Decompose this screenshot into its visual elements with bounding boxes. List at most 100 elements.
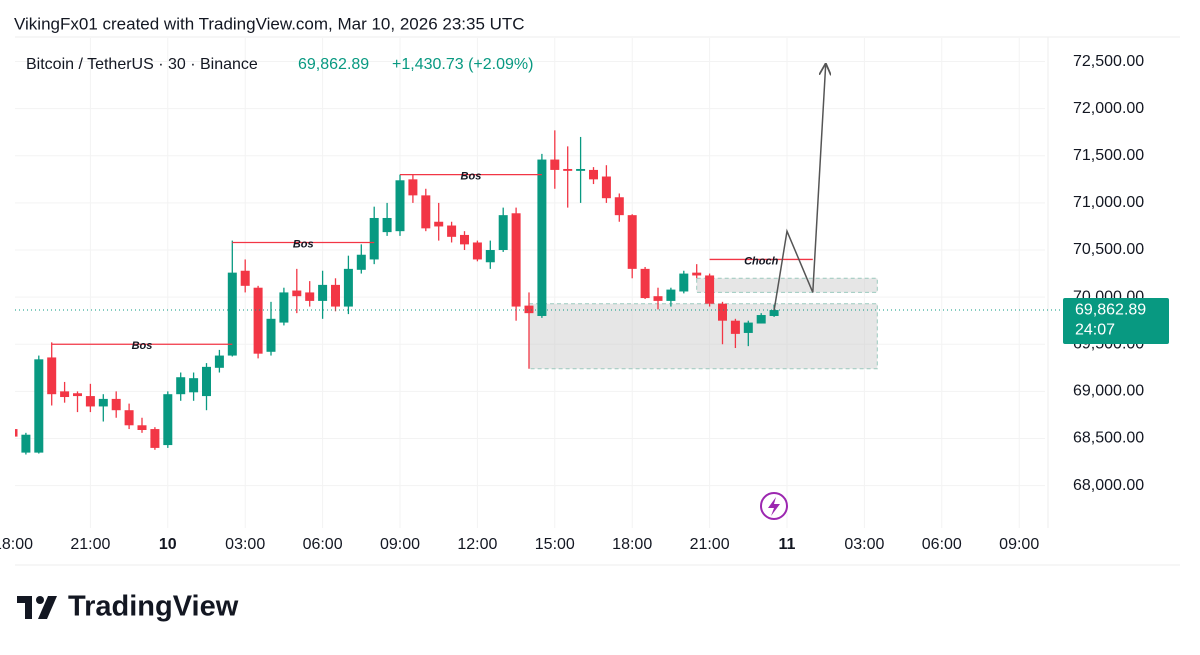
candle-body	[15, 429, 18, 437]
candle-body	[163, 394, 173, 446]
change: +1,430.73 (+2.09%)	[392, 56, 533, 73]
price: 69,862.89	[298, 56, 369, 73]
candle-body	[124, 410, 134, 426]
zone	[696, 277, 878, 293]
candle-body	[137, 425, 147, 430]
candle-body	[356, 254, 366, 270]
x-tick-label: 21:00	[690, 536, 730, 553]
candle-body	[653, 296, 663, 301]
candle-body	[718, 303, 727, 321]
candle-body	[756, 315, 766, 324]
y-tick-label: 71,000.00	[1073, 194, 1144, 211]
candle-body	[679, 273, 689, 292]
candle-body	[614, 197, 624, 216]
alert-icon[interactable]	[760, 492, 788, 520]
x-tick-label: 21:00	[70, 536, 110, 553]
candle-body	[576, 168, 586, 171]
candle-body	[111, 398, 121, 411]
header: VikingFx01 created with TradingView.com,…	[14, 14, 525, 33]
candle-body	[292, 290, 302, 297]
candle-body	[769, 310, 779, 316]
y-tick-label: 69,000.00	[1073, 383, 1144, 400]
zone	[528, 303, 878, 370]
projection-path	[773, 64, 826, 311]
candle-body	[21, 434, 31, 453]
candle-body	[627, 215, 637, 269]
annotation-label: Bos	[461, 171, 482, 183]
y-tick-label: 72,500.00	[1073, 53, 1144, 70]
candle-body	[369, 217, 379, 260]
candle-body	[343, 268, 353, 307]
x-tick-label: 03:00	[225, 536, 265, 553]
candle-body	[47, 357, 57, 395]
candle-body	[485, 250, 495, 263]
x-tick-label: 11	[779, 536, 796, 553]
x-tick-label: 12:00	[457, 536, 497, 553]
x-tick-label: 06:00	[922, 536, 962, 553]
x-tick-label: 18:00	[612, 536, 652, 553]
candle-body	[240, 270, 250, 286]
candle-body	[279, 292, 289, 323]
candle-body	[150, 429, 160, 448]
candle-body	[472, 242, 482, 260]
candle-body	[395, 180, 405, 232]
logo-icon	[17, 596, 57, 619]
candle-body	[666, 289, 676, 301]
candle-body	[60, 391, 70, 398]
last-price-box	[1063, 298, 1169, 345]
x-tick-label: 09:00	[999, 536, 1039, 553]
candle-body	[98, 398, 108, 407]
candle-body	[421, 195, 431, 229]
candle-body	[524, 305, 534, 314]
candle-body	[589, 169, 598, 180]
candle-body	[202, 366, 211, 397]
candle-body	[227, 272, 237, 356]
candle-body	[253, 287, 263, 354]
annotation-label: Bos	[132, 340, 153, 352]
candle-body	[305, 292, 315, 301]
logo-text: TradingView	[68, 591, 239, 623]
candle-body	[730, 320, 740, 334]
y-tick-label: 72,000.00	[1073, 100, 1144, 117]
y-tick-label: 70,500.00	[1073, 241, 1144, 258]
annotation-label: Bos	[293, 238, 314, 250]
candle-body	[382, 217, 392, 233]
candle-body	[176, 377, 186, 395]
candle-body	[73, 393, 82, 397]
y-tick-label: 68,000.00	[1073, 477, 1144, 494]
y-tick-label: 68,500.00	[1073, 430, 1144, 447]
candle-body	[85, 396, 95, 407]
candle-body	[511, 213, 521, 307]
annotation-label: Choch	[744, 255, 779, 267]
x-tick-label: 09:00	[380, 536, 420, 553]
x-tick-label: 10	[159, 536, 177, 553]
x-tick-label: 15:00	[535, 536, 575, 553]
candle-body	[460, 234, 469, 245]
candle-body	[550, 159, 560, 170]
candle-body	[563, 168, 573, 171]
x-tick-label: 18:00	[0, 536, 33, 553]
candle-body	[331, 284, 340, 307]
candle-body	[266, 318, 276, 352]
candle-body	[498, 215, 508, 251]
candle-body	[601, 176, 611, 199]
x-tick-label: 03:00	[844, 536, 884, 553]
candle-body	[692, 272, 702, 276]
x-tick-label: 06:00	[303, 536, 343, 553]
candle-body	[705, 275, 715, 304]
last-price-label: 69,862.89	[1075, 301, 1146, 318]
candle-body	[434, 221, 444, 227]
candle-body	[447, 225, 457, 237]
plot-area: Bos Bos Bos Choch	[15, 38, 1045, 528]
candle-body	[214, 355, 224, 368]
candle-body	[34, 359, 44, 453]
candle-body	[318, 284, 328, 301]
candle-body	[743, 322, 753, 333]
y-tick-label: 71,500.00	[1073, 147, 1144, 164]
candle-body	[408, 179, 418, 196]
candle-body	[640, 268, 650, 299]
candle-body	[189, 378, 199, 393]
candle-body	[537, 159, 547, 316]
symbol: Bitcoin / TetherUS · 30 · Binance	[26, 56, 258, 73]
